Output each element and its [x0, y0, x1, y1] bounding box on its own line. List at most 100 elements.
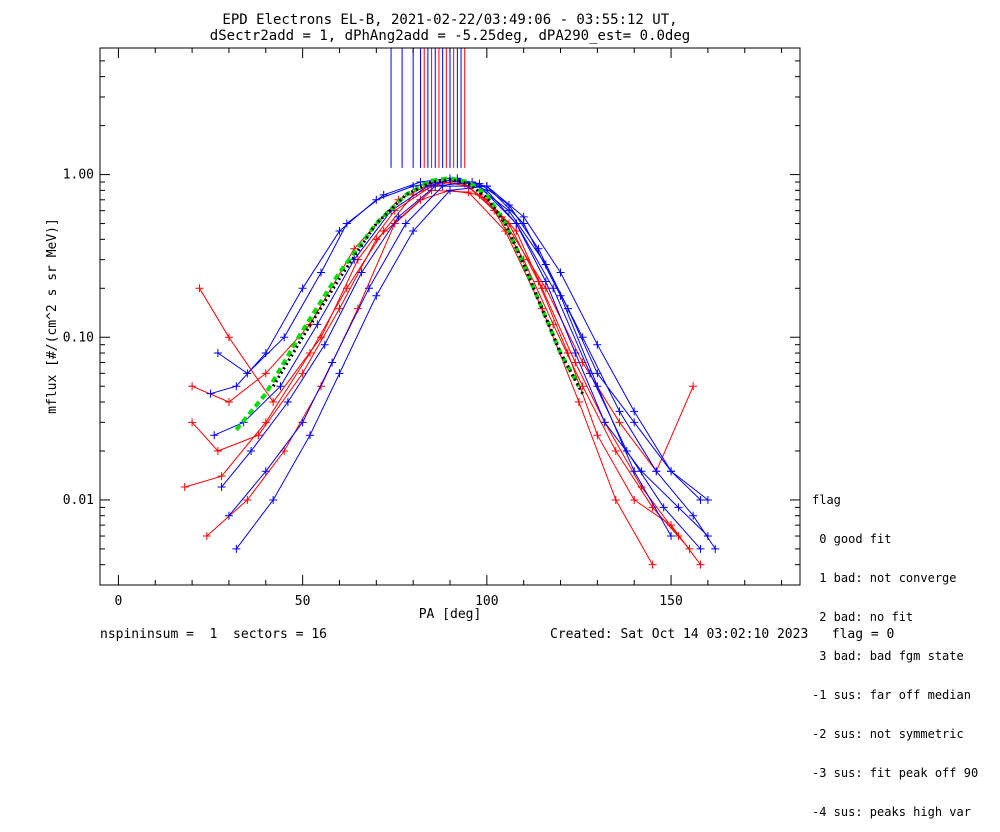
legend-item: 0 good fit — [812, 532, 892, 546]
data-point-9-8 — [475, 179, 484, 188]
data-point-6-0 — [217, 483, 226, 492]
data-point-4-1 — [224, 397, 233, 406]
data-point-3-12 — [648, 560, 657, 569]
data-point-10-8 — [519, 219, 528, 228]
data-point-9-15 — [703, 495, 712, 504]
data-point-8-4 — [364, 284, 373, 293]
data-point-9-4 — [342, 219, 351, 228]
x-tick-label: 50 — [295, 594, 311, 609]
data-point-5-14 — [674, 503, 683, 512]
data-point-9-12 — [593, 369, 602, 378]
data-point-4-11 — [615, 418, 624, 427]
data-point-9-3 — [317, 268, 326, 277]
data-point-9-13 — [630, 418, 639, 427]
data-point-6-3 — [320, 340, 329, 349]
data-point-2-3 — [298, 369, 307, 378]
data-point-8-13 — [696, 544, 705, 553]
data-point-8-0 — [224, 511, 233, 520]
series-line-10 — [235, 185, 672, 550]
data-point-5-3 — [313, 320, 322, 329]
data-point-9-9 — [504, 201, 513, 210]
data-point-4-0 — [188, 382, 197, 391]
data-point-5-11 — [571, 349, 580, 358]
chart-subtitle: dSectr2add = 1, dPhAng2add = -5.25deg, d… — [210, 28, 690, 44]
data-point-5-4 — [350, 255, 359, 264]
data-point-7-12 — [630, 407, 639, 416]
y-tick-label: 1.00 — [63, 168, 94, 183]
data-point-6-5 — [394, 212, 403, 221]
data-point-2-1 — [213, 446, 222, 455]
data-point-7-4 — [335, 227, 344, 236]
data-point-6-12 — [652, 467, 661, 476]
data-point-8-9 — [549, 284, 558, 293]
data-point-3-6 — [427, 186, 436, 195]
data-point-0-15 — [685, 544, 694, 553]
fit-curves — [234, 176, 584, 432]
fit-curve-0 — [234, 176, 581, 432]
data-point-2-14 — [667, 521, 676, 530]
series-line-1 — [199, 179, 679, 537]
series-line-4 — [191, 181, 694, 473]
data-point-4-13 — [689, 382, 698, 391]
data-point-2-15 — [696, 560, 705, 569]
data-point-0-0 — [180, 483, 189, 492]
series-line-6 — [221, 181, 716, 550]
series-line-9 — [217, 177, 709, 501]
legend-item: -1 sus: far off median — [812, 688, 971, 702]
data-point-10-12 — [667, 532, 676, 541]
data-point-9-0 — [213, 349, 222, 358]
legend-title: flag — [812, 493, 841, 507]
data-point-3-7 — [464, 188, 473, 197]
legend-item: -3 sus: fit peak off 90 — [812, 766, 979, 780]
data-point-3-11 — [611, 495, 620, 504]
data-point-6-2 — [283, 397, 292, 406]
data-point-10-11 — [630, 467, 639, 476]
data-point-2-12 — [593, 431, 602, 440]
data-point-5-10 — [541, 277, 550, 286]
legend-item: -4 sus: peaks high var — [812, 805, 971, 819]
data-point-7-9 — [519, 212, 528, 221]
data-point-10-1 — [269, 495, 278, 504]
data-point-6-13 — [689, 511, 698, 520]
data-point-6-6 — [431, 182, 440, 191]
legend-item: -2 sus: not symmetric — [812, 727, 964, 741]
data-point-6-1 — [247, 446, 256, 455]
data-point-10-6 — [446, 186, 454, 195]
data-point-7-3 — [298, 284, 307, 293]
pitch-angle-chart: EPD Electrons EL-B, 2021-02-22/03:49:06 … — [45, 12, 801, 622]
data-point-10-0 — [232, 544, 241, 553]
data-point-5-0 — [210, 431, 219, 440]
data-point-7-11 — [593, 340, 602, 349]
data-point-0-13 — [611, 446, 620, 455]
series-line-2 — [191, 189, 701, 565]
legend-item: 1 bad: not converge — [812, 571, 957, 585]
data-point-1-2 — [269, 397, 278, 406]
data-point-2-0 — [188, 418, 197, 427]
data-point-8-5 — [401, 219, 410, 228]
data-point-2-4 — [335, 304, 344, 313]
data-point-3-10 — [574, 397, 583, 406]
data-point-1-11 — [571, 358, 580, 367]
data-point-8-3 — [328, 358, 337, 367]
data-point-6-14 — [711, 544, 720, 553]
data-point-10-3 — [335, 369, 344, 378]
y-tick-label: 0.01 — [63, 493, 94, 508]
x-axis-label: PA [deg] — [419, 607, 482, 622]
chart-title: EPD Electrons EL-B, 2021-02-22/03:49:06 … — [222, 12, 677, 28]
data-point-2-11 — [563, 349, 572, 358]
data-point-9-6 — [416, 178, 425, 187]
data-point-10-7 — [482, 182, 491, 191]
series-line-8 — [228, 185, 701, 550]
legend-item: 2 bad: no fit — [812, 610, 914, 624]
data-point-2-2 — [254, 431, 263, 440]
data-point-8-8 — [512, 219, 521, 228]
series-line-5 — [213, 177, 709, 537]
legend-item: 3 bad: bad fgm state — [812, 649, 964, 663]
data-point-8-12 — [659, 503, 668, 512]
data-point-9-2 — [280, 333, 289, 342]
data-point-1-14 — [674, 532, 683, 541]
data-point-3-0 — [202, 532, 211, 541]
x-tick-label: 100 — [475, 594, 498, 609]
data-point-3-5 — [390, 219, 399, 228]
data-point-5-15 — [703, 532, 712, 541]
